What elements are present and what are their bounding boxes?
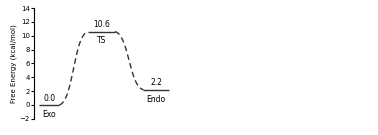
Y-axis label: Free Energy (kcal/mol): Free Energy (kcal/mol) xyxy=(10,24,17,103)
Text: Endo: Endo xyxy=(147,95,166,104)
Text: 0.0: 0.0 xyxy=(43,94,55,103)
Text: TS: TS xyxy=(97,36,106,45)
Text: 10.6: 10.6 xyxy=(93,20,110,29)
Text: 2.2: 2.2 xyxy=(150,78,162,87)
Text: Exo: Exo xyxy=(42,110,56,119)
